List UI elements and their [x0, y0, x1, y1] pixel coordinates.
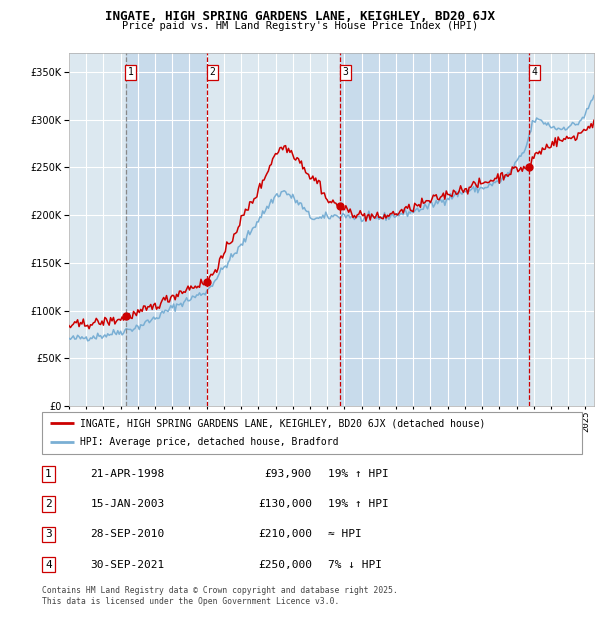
Text: INGATE, HIGH SPRING GARDENS LANE, KEIGHLEY, BD20 6JX: INGATE, HIGH SPRING GARDENS LANE, KEIGHL… [105, 10, 495, 23]
Text: £210,000: £210,000 [258, 529, 312, 539]
Text: INGATE, HIGH SPRING GARDENS LANE, KEIGHLEY, BD20 6JX (detached house): INGATE, HIGH SPRING GARDENS LANE, KEIGHL… [80, 418, 485, 428]
Text: £250,000: £250,000 [258, 560, 312, 570]
Text: 7% ↓ HPI: 7% ↓ HPI [328, 560, 382, 570]
Text: 19% ↑ HPI: 19% ↑ HPI [328, 469, 389, 479]
Text: 15-JAN-2003: 15-JAN-2003 [91, 499, 165, 509]
Text: 3: 3 [45, 529, 52, 539]
Text: 1: 1 [128, 67, 134, 77]
Text: Price paid vs. HM Land Registry's House Price Index (HPI): Price paid vs. HM Land Registry's House … [122, 21, 478, 31]
Text: 4: 4 [532, 67, 538, 77]
Bar [125, 53, 208, 406]
Bar [340, 53, 529, 406]
Text: This data is licensed under the Open Government Licence v3.0.: This data is licensed under the Open Gov… [42, 597, 340, 606]
Text: Contains HM Land Registry data © Crown copyright and database right 2025.: Contains HM Land Registry data © Crown c… [42, 586, 398, 595]
Text: 3: 3 [343, 67, 348, 77]
Text: 4: 4 [45, 560, 52, 570]
Text: 28-SEP-2010: 28-SEP-2010 [91, 529, 165, 539]
Text: £130,000: £130,000 [258, 499, 312, 509]
Text: 1: 1 [45, 469, 52, 479]
Text: 2: 2 [45, 499, 52, 509]
Text: 19% ↑ HPI: 19% ↑ HPI [328, 499, 389, 509]
Text: 21-APR-1998: 21-APR-1998 [91, 469, 165, 479]
Text: HPI: Average price, detached house, Bradford: HPI: Average price, detached house, Brad… [80, 438, 338, 448]
Text: ≈ HPI: ≈ HPI [328, 529, 362, 539]
Text: £93,900: £93,900 [265, 469, 312, 479]
FancyBboxPatch shape [42, 412, 582, 454]
Text: 2: 2 [209, 67, 215, 77]
Text: 30-SEP-2021: 30-SEP-2021 [91, 560, 165, 570]
